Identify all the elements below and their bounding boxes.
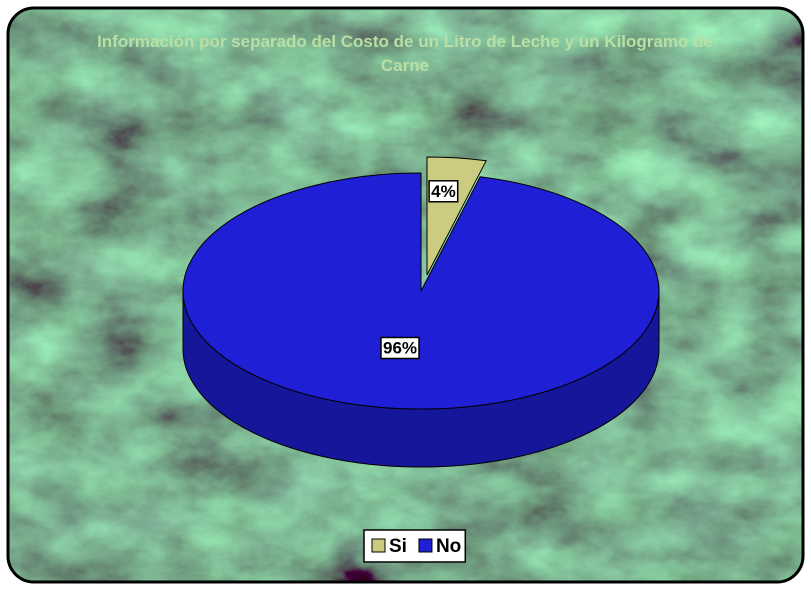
- legend-swatch: [418, 538, 433, 553]
- title-container: Información por separado del Costo de un…: [97, 32, 713, 75]
- pie-slice: [182, 172, 660, 410]
- legend-label: No: [436, 536, 461, 557]
- chart-border: [6, 6, 805, 584]
- data-label: 96%: [383, 338, 417, 357]
- pie: [182, 156, 660, 468]
- data-label-group: 96%: [380, 336, 420, 360]
- legend-swatch: [371, 538, 386, 553]
- data-label-group: 4%: [428, 180, 459, 203]
- data-label-box: [380, 336, 420, 360]
- legend: Si No: [363, 529, 467, 563]
- chart-title: Información por separado del Costo de un…: [97, 32, 713, 75]
- data-label: 4%: [431, 182, 456, 201]
- data-labels: 4% 96%: [380, 180, 459, 360]
- data-label-box: [428, 180, 459, 203]
- legend-label: Si: [389, 536, 407, 557]
